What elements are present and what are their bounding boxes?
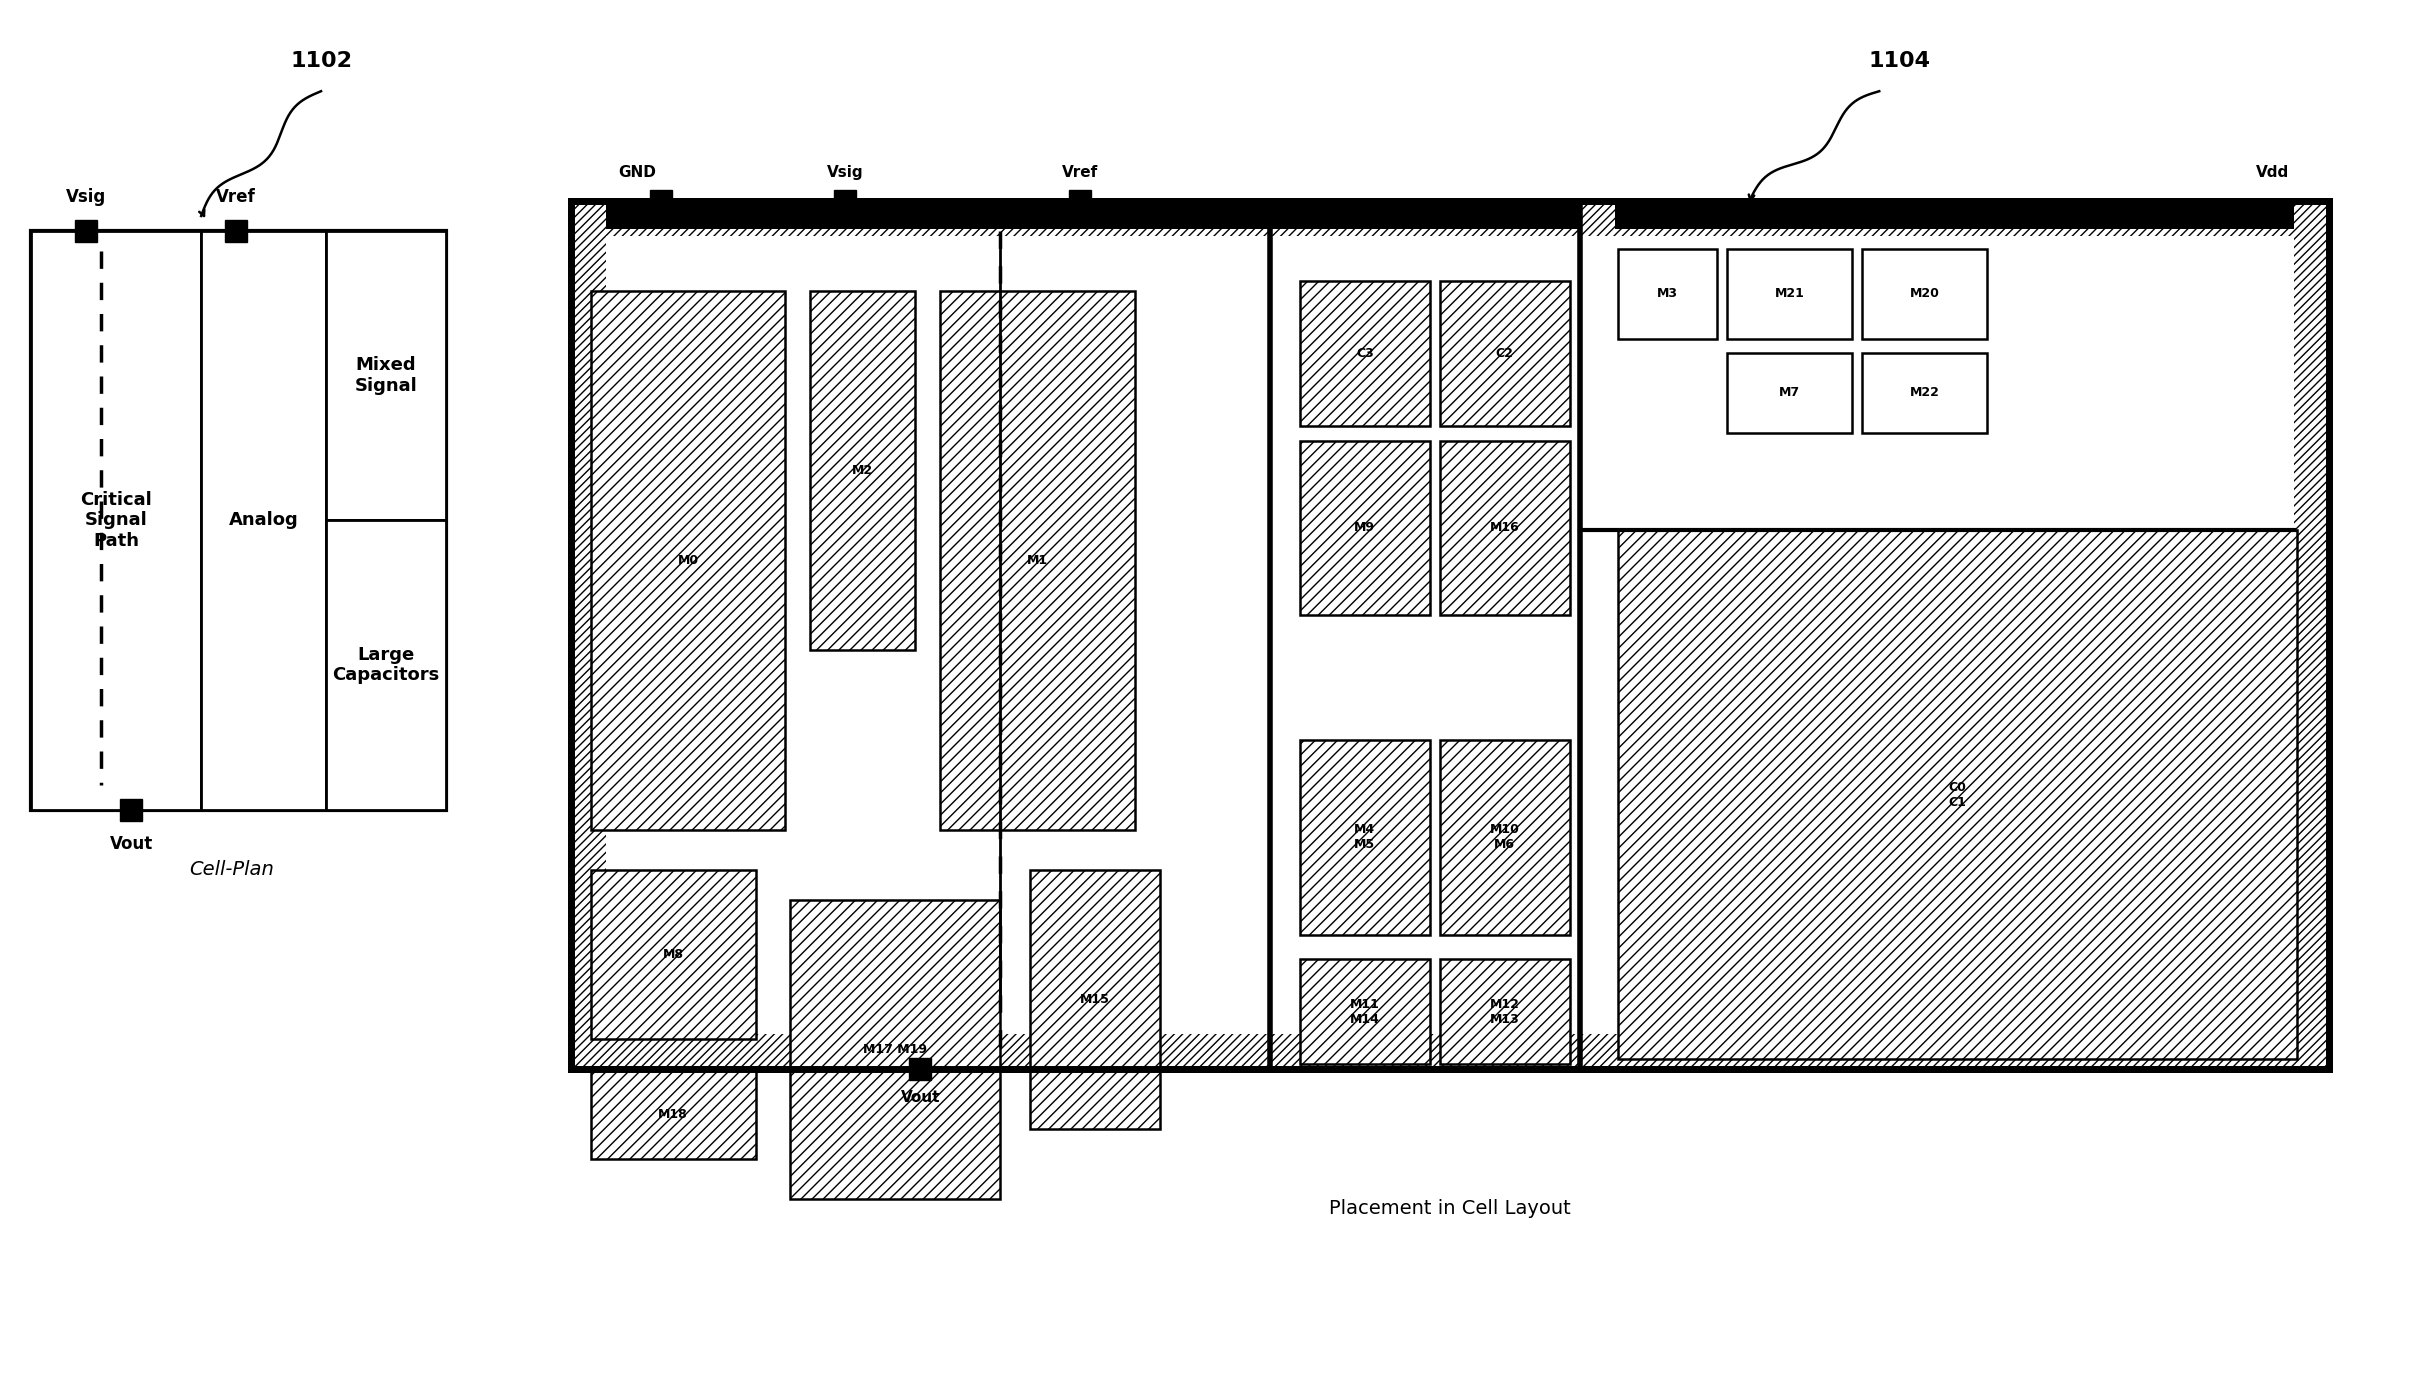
Text: M8: M8 bbox=[661, 947, 683, 961]
Text: 1104: 1104 bbox=[1868, 51, 1931, 72]
Bar bbox=[1728, 248, 1851, 339]
Text: Critical
Signal
Path: Critical Signal Path bbox=[80, 491, 153, 550]
Bar bbox=[606, 201, 1580, 229]
Bar bbox=[1863, 353, 1987, 433]
Bar bbox=[591, 1069, 756, 1160]
Text: Cell-Plan: Cell-Plan bbox=[189, 859, 274, 878]
Text: Analog: Analog bbox=[228, 512, 298, 530]
Bar bbox=[1299, 741, 1430, 935]
Text: M15: M15 bbox=[1081, 993, 1110, 1005]
Bar bbox=[75, 219, 97, 241]
Bar bbox=[327, 520, 446, 809]
Bar bbox=[31, 230, 446, 809]
Bar bbox=[606, 236, 2295, 1034]
Text: Vref: Vref bbox=[216, 188, 257, 205]
Text: M9: M9 bbox=[1354, 521, 1376, 534]
Text: M17 M19: M17 M19 bbox=[863, 1043, 928, 1056]
Bar bbox=[591, 291, 785, 830]
Text: Vout: Vout bbox=[901, 1089, 940, 1105]
Text: M21: M21 bbox=[1776, 287, 1805, 301]
Text: C3: C3 bbox=[1357, 346, 1374, 360]
Text: M16: M16 bbox=[1490, 521, 1519, 534]
Text: M22: M22 bbox=[1909, 386, 1941, 399]
Text: Vref: Vref bbox=[1061, 165, 1098, 181]
Text: M11
M14: M11 M14 bbox=[1350, 998, 1379, 1026]
Text: Vdd: Vdd bbox=[2256, 165, 2290, 181]
Bar bbox=[809, 291, 916, 650]
Bar bbox=[1030, 870, 1161, 1129]
Text: M7: M7 bbox=[1778, 386, 1800, 399]
Text: M4
M5: M4 M5 bbox=[1354, 823, 1376, 851]
Bar bbox=[225, 219, 247, 241]
Text: M2: M2 bbox=[853, 463, 872, 477]
Text: Placement in Cell Layout: Placement in Cell Layout bbox=[1328, 1198, 1570, 1218]
Bar bbox=[909, 1058, 930, 1080]
Bar bbox=[1439, 741, 1570, 935]
Text: M0: M0 bbox=[678, 554, 698, 567]
Bar bbox=[591, 870, 756, 1040]
Bar bbox=[1069, 190, 1090, 212]
Text: Mixed
Signal: Mixed Signal bbox=[354, 356, 417, 394]
Bar bbox=[201, 230, 327, 809]
Text: C2: C2 bbox=[1495, 346, 1514, 360]
Bar bbox=[1299, 960, 1430, 1065]
Text: GND: GND bbox=[618, 165, 657, 181]
Text: M1: M1 bbox=[1027, 554, 1049, 567]
Bar bbox=[1728, 353, 1851, 433]
Bar bbox=[790, 899, 1001, 1198]
Text: M20: M20 bbox=[1909, 287, 1941, 301]
Bar bbox=[1439, 281, 1570, 426]
Text: Vsig: Vsig bbox=[65, 188, 107, 205]
Text: M10
M6: M10 M6 bbox=[1490, 823, 1519, 851]
Bar bbox=[1299, 440, 1430, 615]
Text: Vout: Vout bbox=[109, 834, 153, 852]
Bar bbox=[1619, 248, 1718, 339]
Bar bbox=[1439, 440, 1570, 615]
Text: Vsig: Vsig bbox=[826, 165, 863, 181]
Text: C0
C1: C0 C1 bbox=[1948, 781, 1965, 809]
Bar bbox=[940, 291, 1134, 830]
Text: M12
M13: M12 M13 bbox=[1490, 998, 1519, 1026]
Bar bbox=[121, 798, 143, 821]
Bar bbox=[649, 190, 671, 212]
Bar bbox=[1299, 281, 1430, 426]
Bar bbox=[834, 190, 855, 212]
Text: M18: M18 bbox=[659, 1107, 688, 1121]
Bar bbox=[1619, 531, 2297, 1059]
Bar bbox=[572, 201, 2329, 1069]
Bar bbox=[31, 230, 201, 809]
Bar bbox=[1614, 201, 2295, 229]
Text: M3: M3 bbox=[1657, 287, 1679, 301]
Text: Large
Capacitors: Large Capacitors bbox=[332, 645, 439, 684]
Bar bbox=[1439, 960, 1570, 1065]
Text: 1102: 1102 bbox=[291, 51, 351, 72]
Bar bbox=[1863, 248, 1987, 339]
Bar bbox=[327, 230, 446, 520]
